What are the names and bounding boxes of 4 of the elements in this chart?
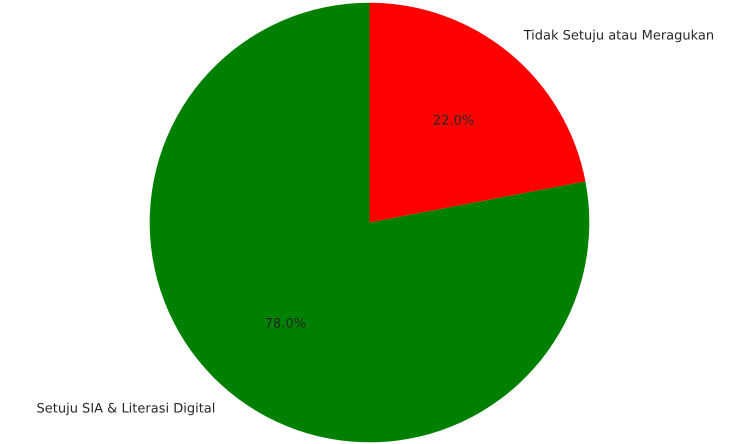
slice-label: Tidak Setuju atau Meragukan [522,28,714,44]
data-label: 78.0% [264,316,306,332]
data-label: 22.0% [432,113,474,128]
slice-label: Setuju SIA & Literasi Digital [36,401,216,416]
